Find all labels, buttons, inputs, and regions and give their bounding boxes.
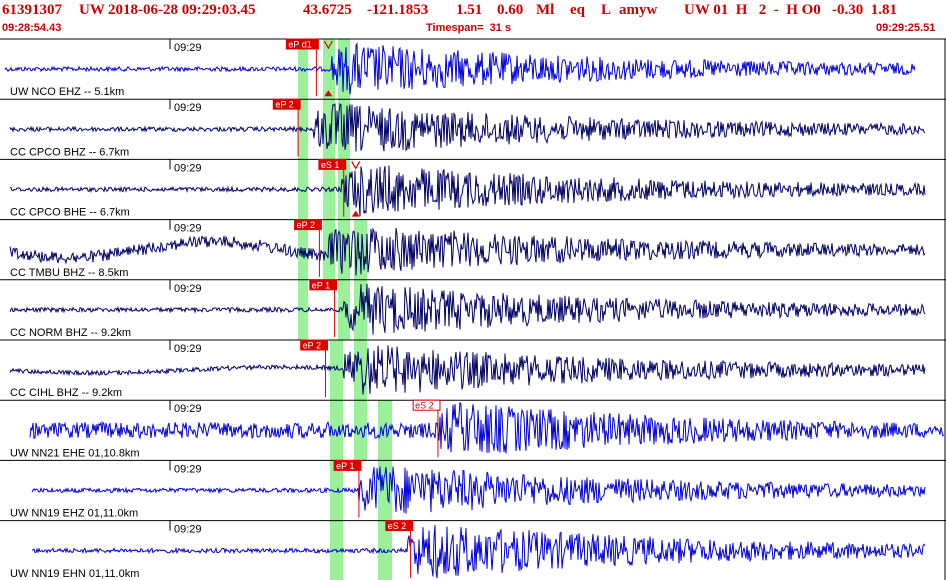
- channel-label: UW NCO EHZ -- 5.1km: [10, 86, 124, 98]
- waveform-trace: [31, 466, 926, 514]
- phase-pick-label: eP 2: [297, 220, 315, 230]
- pick-marker-top: [351, 161, 361, 170]
- phase-pick-flag: [285, 38, 319, 50]
- event-network: UW: [79, 2, 105, 18]
- phase-pick-label: eP d1: [288, 40, 311, 50]
- event-mag-type: Ml: [536, 2, 555, 18]
- time-tick-label: 09:29: [174, 343, 202, 355]
- time-tick-label: 09:29: [174, 524, 202, 536]
- event-author: amyw: [619, 2, 658, 18]
- channel-label: UW NN19 EHZ 01,11.0km: [10, 508, 138, 520]
- start-time: 09:28:54.43: [2, 22, 62, 34]
- channel-label: CC CPCO BHE -- 6.7km: [10, 207, 130, 219]
- channel-label: CC CPCO BHZ -- 6.7km: [10, 146, 129, 158]
- waveform-trace: [9, 345, 926, 395]
- phase-pick-flag: [412, 399, 441, 411]
- phase-pick-flag: [318, 158, 347, 170]
- phase-pick-label: eP 2: [303, 341, 321, 351]
- timespan: Timespan= 31 s: [426, 22, 512, 34]
- phase-pick-flag: [333, 459, 362, 471]
- time-tick-label: 09:29: [174, 403, 202, 415]
- end-time: 09:29:25.51: [876, 22, 936, 34]
- phase-pick-flag: [300, 339, 328, 351]
- event-depth: 1.51: [456, 2, 483, 18]
- waveform-trace: [4, 42, 916, 95]
- waveform-trace: [9, 283, 926, 335]
- event-header: 61391307 UW 2018-06-28 09:29:03.45 43.67…: [0, 0, 946, 22]
- time-tick-label: 09:29: [174, 463, 202, 475]
- waveform-trace: [31, 525, 926, 579]
- event-tail: UW 01 H 2 - H O0 -0.30 1.81: [684, 2, 898, 18]
- time-tick-label: 09:29: [174, 162, 202, 174]
- phase-pick-label: eP 1: [336, 461, 354, 471]
- channel-label: UW NN19 EHN 01,11.0km: [10, 568, 139, 580]
- event-type: eq: [570, 2, 585, 18]
- phase-pick-label: eS 2: [415, 401, 434, 411]
- time-tick-label: 09:29: [174, 283, 202, 295]
- time-tick-label: 09:29: [174, 42, 202, 54]
- event-lon: -121.1853: [367, 2, 429, 18]
- waveform-trace: [29, 402, 945, 454]
- event-magnitude: 0.60: [497, 2, 524, 18]
- waveform-trace: [9, 227, 926, 276]
- time-tick-label: 09:29: [174, 102, 202, 114]
- event-datetime: 2018-06-28 09:29:03.45: [108, 2, 256, 18]
- phase-pick-label: eP 1: [312, 280, 330, 290]
- phase-pick-flag: [272, 98, 301, 110]
- channel-label: CC NORM BHZ -- 9.2km: [10, 327, 131, 339]
- event-gtype: L: [601, 2, 612, 18]
- phase-pick-flag: [309, 279, 338, 291]
- pick-window-band: [378, 400, 392, 580]
- pick-marker-bottom: [324, 90, 333, 97]
- time-tick-label: 09:29: [174, 223, 202, 235]
- phase-pick-flag: [294, 219, 322, 231]
- pick-marker-bottom: [351, 210, 360, 217]
- channel-label: UW NN21 EHE 01,10.8km: [10, 447, 140, 459]
- pick-window-band: [298, 39, 308, 340]
- phase-pick-label: eP 2: [275, 100, 293, 110]
- phase-pick-label: eS 1: [321, 160, 340, 170]
- event-id: 61391307: [2, 2, 62, 18]
- channel-label: CC TMBU BHZ -- 8.5km: [10, 267, 128, 279]
- waveform-trace: [9, 102, 926, 152]
- pick-marker-top: [323, 40, 333, 50]
- waveform-trace: [9, 165, 926, 217]
- event-lat: 43.6725: [303, 2, 352, 18]
- phase-pick-flag: [385, 520, 414, 532]
- phase-pick-label: eS 2: [388, 521, 407, 531]
- channel-label: CC CIHL BHZ -- 9.2km: [10, 387, 122, 399]
